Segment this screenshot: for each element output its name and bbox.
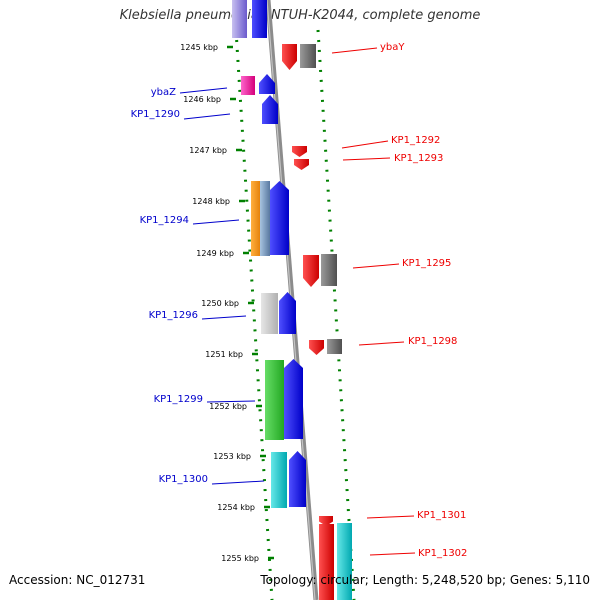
gene-KP1_1299 bbox=[265, 360, 284, 440]
gene-label-KP1_1294[interactable]: KP1_1294 bbox=[140, 215, 189, 226]
gene-ybaZ bbox=[241, 76, 255, 95]
gene-KP1_1293 bbox=[294, 159, 309, 170]
gene-label-leader-line bbox=[179, 87, 228, 94]
scale-tick-label: 1252 kbp bbox=[209, 402, 247, 411]
gene-label-ybaZ[interactable]: ybaZ bbox=[151, 87, 176, 98]
gene-blue-4 bbox=[284, 359, 303, 439]
gene-label-leader-line bbox=[369, 552, 416, 556]
gene-label-leader-line bbox=[183, 113, 231, 120]
gene-label-KP1_1295[interactable]: KP1_1295 bbox=[402, 258, 451, 269]
scale-tick-label: 1250 kbp bbox=[201, 299, 239, 308]
gene-KP1_1296 bbox=[261, 293, 278, 334]
scale-tick-label: 1255 kbp bbox=[221, 554, 259, 563]
right-dotted-boundary bbox=[316, 29, 356, 600]
gene-label-leader-line bbox=[352, 263, 400, 269]
scale-tick-label: 1245 kbp bbox=[180, 43, 218, 52]
gene-ybaY bbox=[282, 44, 297, 70]
scale-tick-label: 1249 kbp bbox=[196, 249, 234, 258]
gene-gray-right-2 bbox=[321, 254, 337, 286]
gene-KP1_1292 bbox=[292, 146, 307, 157]
gene-label-leader-line bbox=[201, 315, 247, 320]
gene-blue-3 bbox=[279, 292, 296, 334]
gene-KP1_1301 bbox=[319, 516, 333, 526]
gene-label-KP1_1292[interactable]: KP1_1292 bbox=[391, 135, 440, 146]
scale-tick-label: 1253 kbp bbox=[213, 452, 251, 461]
gene-label-leader-line bbox=[342, 157, 391, 161]
gene-label-KP1_1293[interactable]: KP1_1293 bbox=[394, 153, 443, 164]
gene-label-leader-line bbox=[206, 400, 256, 403]
gene-KP1_1294-orange bbox=[251, 181, 262, 256]
gene-label-leader-line bbox=[211, 480, 265, 485]
gene-KP1_1300 bbox=[271, 452, 287, 508]
genome-summary-text: Topology: circular; Length: 5,248,520 bp… bbox=[260, 573, 590, 587]
gene-KP1_1302 bbox=[337, 523, 352, 600]
gene-label-KP1_1298[interactable]: KP1_1298 bbox=[408, 336, 457, 347]
gene-label-leader-line bbox=[341, 140, 389, 149]
gene-gray-right-1 bbox=[300, 44, 316, 68]
gene-label-KP1_1296[interactable]: KP1_1296 bbox=[149, 310, 198, 321]
gene-label-KP1_1302[interactable]: KP1_1302 bbox=[418, 548, 467, 559]
gene-label-leader-line bbox=[192, 219, 240, 225]
gene-label-leader-line bbox=[331, 47, 378, 54]
gene-purple-top bbox=[232, 0, 247, 38]
gene-KP1_1294-steel bbox=[260, 181, 270, 256]
gene-label-KP1_1299[interactable]: KP1_1299 bbox=[154, 394, 203, 405]
scale-tick-label: 1251 kbp bbox=[205, 350, 243, 359]
gene-red-bottom bbox=[319, 524, 334, 600]
gene-gray-right-3 bbox=[327, 339, 342, 354]
gene-KP1_1295 bbox=[303, 255, 319, 287]
accession-text: Accession: NC_012731 bbox=[9, 573, 146, 587]
gene-blue-top bbox=[252, 0, 267, 38]
scale-tick-label: 1247 kbp bbox=[189, 146, 227, 155]
gene-label-leader-line bbox=[358, 341, 405, 346]
gene-label-KP1_1300[interactable]: KP1_1300 bbox=[159, 474, 208, 485]
scale-tick-label: 1254 kbp bbox=[217, 503, 255, 512]
gene-label-KP1_1290[interactable]: KP1_1290 bbox=[131, 109, 180, 120]
gene-label-leader-line bbox=[366, 515, 415, 519]
scale-tick-label: 1246 kbp bbox=[183, 95, 221, 104]
gene-KP1_1290 bbox=[262, 95, 278, 124]
map-title: Klebsiella pneumoniae NTUH-K2044, comple… bbox=[119, 8, 481, 23]
gene-label-KP1_1301[interactable]: KP1_1301 bbox=[417, 510, 466, 521]
scale-tick-label: 1248 kbp bbox=[192, 197, 230, 206]
gene-blue-5 bbox=[289, 451, 306, 507]
gene-blue-1 bbox=[259, 74, 275, 94]
gene-KP1_1298 bbox=[309, 340, 324, 355]
gene-blue-2 bbox=[270, 181, 289, 255]
gene-label-ybaY[interactable]: ybaY bbox=[380, 42, 405, 53]
